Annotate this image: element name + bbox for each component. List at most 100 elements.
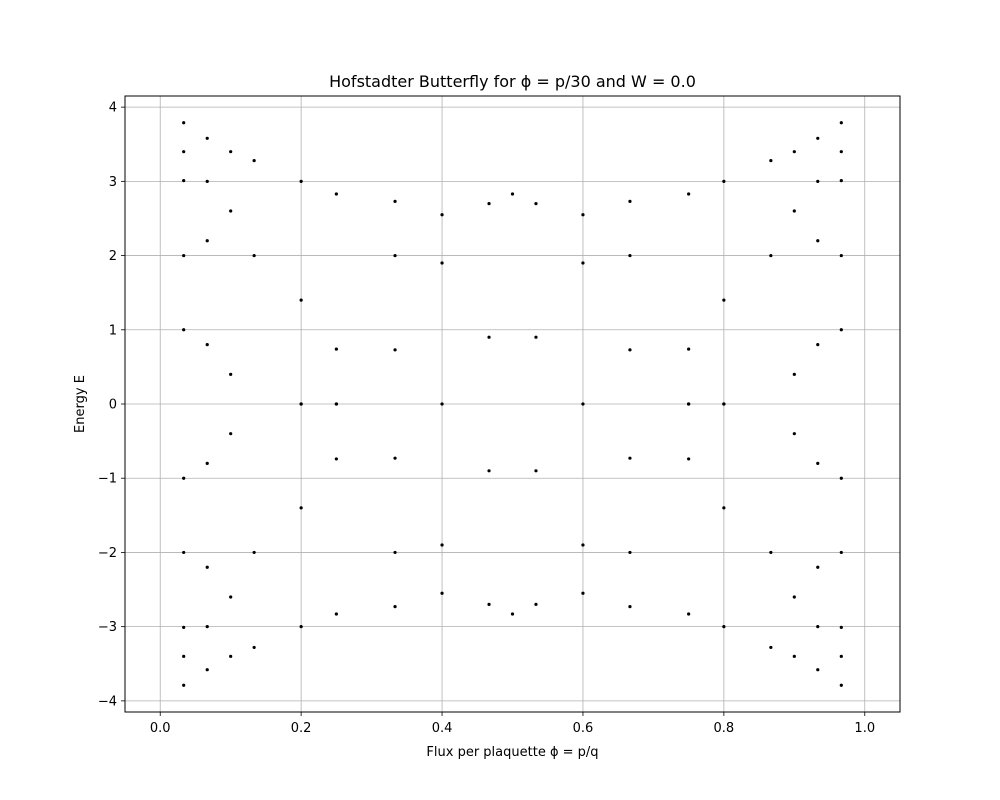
data-point bbox=[687, 612, 691, 616]
data-point bbox=[534, 335, 538, 339]
data-point bbox=[182, 179, 186, 183]
data-point bbox=[229, 209, 233, 213]
data-point bbox=[182, 150, 186, 154]
data-point bbox=[393, 550, 397, 555]
data-point bbox=[299, 402, 303, 406]
data-point bbox=[487, 335, 491, 339]
data-point bbox=[205, 565, 209, 569]
data-point bbox=[769, 645, 773, 650]
data-point bbox=[393, 348, 397, 352]
data-point bbox=[792, 209, 796, 213]
data-point bbox=[440, 591, 444, 595]
data-point bbox=[182, 550, 186, 555]
data-point bbox=[299, 625, 303, 629]
data-point bbox=[792, 654, 796, 658]
data-point bbox=[769, 158, 773, 163]
data-point bbox=[510, 612, 515, 616]
y-tick-label: 2 bbox=[109, 249, 117, 264]
data-point bbox=[581, 213, 585, 217]
data-point bbox=[182, 654, 186, 658]
data-point bbox=[205, 136, 209, 140]
data-point bbox=[534, 602, 538, 606]
data-point bbox=[229, 595, 233, 599]
data-point bbox=[839, 476, 843, 480]
data-point bbox=[722, 506, 726, 510]
data-point bbox=[252, 253, 256, 258]
data-point bbox=[839, 121, 843, 125]
data-point bbox=[205, 343, 209, 347]
data-point bbox=[440, 261, 444, 265]
data-point bbox=[628, 605, 632, 609]
data-point bbox=[229, 654, 233, 658]
data-point bbox=[628, 253, 632, 258]
data-point bbox=[182, 328, 186, 332]
data-point bbox=[252, 645, 256, 650]
data-point bbox=[182, 253, 186, 258]
data-point bbox=[722, 179, 726, 183]
x-tick-label: 0.0 bbox=[150, 721, 171, 736]
data-point bbox=[334, 612, 338, 616]
y-tick-label: 3 bbox=[109, 175, 117, 190]
data-point bbox=[839, 683, 843, 687]
data-point bbox=[229, 372, 233, 376]
data-point bbox=[769, 550, 773, 555]
data-point bbox=[628, 199, 632, 203]
data-point bbox=[182, 625, 186, 629]
data-point bbox=[440, 402, 444, 406]
data-point bbox=[581, 261, 585, 265]
data-point bbox=[182, 683, 186, 687]
x-tick-label: 0.8 bbox=[714, 721, 735, 736]
y-axis-ticks: −4 −3 −2 −1 0 1 2 3 4 bbox=[98, 101, 125, 709]
x-axis-label: Flux per plaquette ϕ = p/q bbox=[426, 745, 598, 760]
x-tick-label: 1.0 bbox=[854, 721, 875, 736]
data-point bbox=[839, 179, 843, 183]
data-point bbox=[816, 461, 820, 465]
data-point bbox=[182, 476, 186, 480]
data-point bbox=[393, 456, 397, 460]
data-point bbox=[792, 372, 796, 376]
data-point bbox=[816, 179, 820, 183]
data-point bbox=[687, 347, 691, 351]
data-point bbox=[792, 150, 796, 154]
data-point bbox=[839, 550, 843, 555]
data-point bbox=[487, 469, 491, 473]
data-point bbox=[816, 239, 820, 243]
y-tick-label: 0 bbox=[109, 398, 117, 413]
data-point bbox=[299, 298, 303, 302]
data-point bbox=[628, 456, 632, 460]
data-point bbox=[687, 402, 691, 406]
y-tick-label: 1 bbox=[109, 323, 117, 338]
chart-title: Hofstadter Butterfly for ϕ = p/30 and W … bbox=[329, 72, 696, 91]
y-tick-label: −3 bbox=[98, 620, 117, 635]
x-tick-label: 0.6 bbox=[573, 721, 594, 736]
y-axis-label: Energy E bbox=[73, 375, 88, 433]
data-points bbox=[182, 121, 843, 687]
data-point bbox=[839, 253, 843, 258]
data-point bbox=[205, 461, 209, 465]
data-point bbox=[299, 506, 303, 510]
data-point bbox=[334, 402, 338, 406]
data-point bbox=[252, 550, 256, 555]
data-point bbox=[205, 239, 209, 243]
data-point bbox=[393, 605, 397, 609]
data-point bbox=[816, 136, 820, 140]
data-point bbox=[839, 150, 843, 154]
data-point bbox=[534, 469, 538, 473]
data-point bbox=[769, 253, 773, 258]
data-point bbox=[393, 199, 397, 203]
data-point bbox=[334, 347, 338, 351]
data-point bbox=[816, 668, 820, 672]
data-point bbox=[722, 625, 726, 629]
data-point bbox=[722, 298, 726, 302]
data-point bbox=[205, 179, 209, 183]
data-point bbox=[628, 348, 632, 352]
data-point bbox=[487, 602, 491, 606]
data-point bbox=[839, 625, 843, 629]
data-point bbox=[440, 213, 444, 217]
data-point bbox=[205, 625, 209, 629]
data-point bbox=[839, 328, 843, 332]
data-point bbox=[816, 565, 820, 569]
data-point bbox=[334, 192, 338, 196]
data-point bbox=[229, 150, 233, 154]
